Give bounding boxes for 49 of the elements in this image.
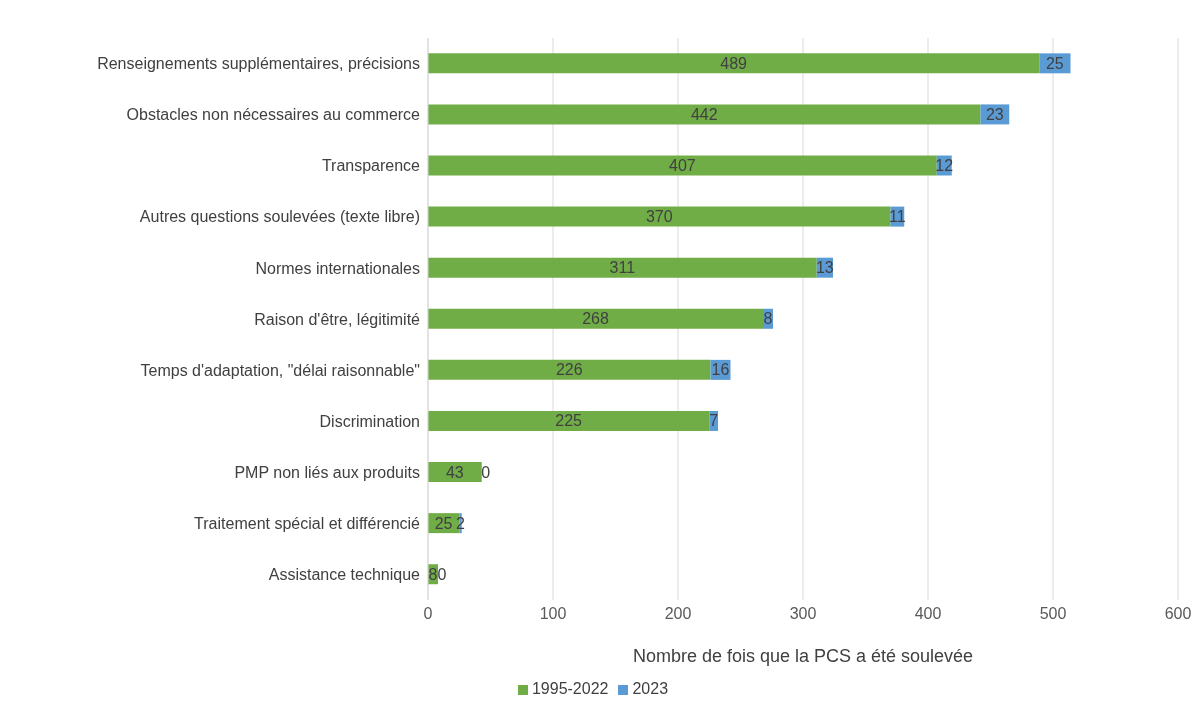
bar xyxy=(428,206,891,227)
legend-label: 1995-2022 xyxy=(531,680,609,697)
y-tick-label: Traitement spécial et différencié xyxy=(194,515,421,533)
data-label: 7 xyxy=(709,412,719,430)
data-label: 23 xyxy=(985,105,1004,123)
data-label: 226 xyxy=(555,361,583,379)
data-label: 25 xyxy=(434,514,453,532)
y-tick-label: Normes internationales xyxy=(255,259,420,277)
y-tick-label: Renseignements supplémentaires, précisions xyxy=(97,55,420,73)
data-label: 2 xyxy=(456,514,466,532)
data-label: 13 xyxy=(815,259,834,277)
x-tick-label: 300 xyxy=(789,605,817,623)
data-label: 8 xyxy=(428,565,438,583)
data-label: 0 xyxy=(437,565,447,583)
data-label: 442 xyxy=(690,105,718,123)
x-axis-title: Nombre de fois que la PCS a été soulevée xyxy=(632,646,974,666)
x-tick-label: 0 xyxy=(423,605,433,623)
data-label: 268 xyxy=(582,310,609,328)
y-tick-label: Obstacles non nécessaires au commerce xyxy=(126,106,421,124)
bar xyxy=(428,53,1040,74)
data-label: 225 xyxy=(555,412,583,430)
y-tick-label: Transparence xyxy=(321,157,421,175)
y-tick-label: PMP non liés aux produits xyxy=(234,463,420,481)
legend-label: 2023 xyxy=(632,680,669,697)
bar xyxy=(428,410,710,431)
y-tick-label: Temps d'adaptation, "délai raisonnable" xyxy=(140,361,420,379)
bar xyxy=(428,155,937,176)
x-tick-label: 500 xyxy=(1039,605,1067,623)
y-tick-label: Autres questions soulevées (texte libre) xyxy=(139,208,420,226)
bar xyxy=(428,257,817,278)
bar xyxy=(428,104,981,125)
bar xyxy=(428,308,763,329)
bar xyxy=(428,359,711,380)
data-label: 0 xyxy=(481,463,491,481)
data-label: 311 xyxy=(609,259,636,277)
x-tick-label: 600 xyxy=(1164,605,1192,623)
data-label: 43 xyxy=(445,463,464,481)
data-label: 489 xyxy=(720,54,748,72)
data-label: 407 xyxy=(669,157,696,175)
data-label: 8 xyxy=(763,310,773,328)
x-tick-label: 100 xyxy=(539,605,567,623)
x-tick-label: 400 xyxy=(914,605,942,623)
y-tick-label: Assistance technique xyxy=(268,566,421,584)
x-tick-label: 200 xyxy=(664,605,692,623)
data-label: 16 xyxy=(711,361,730,379)
y-tick-label: Raison d'être, légitimité xyxy=(254,310,421,328)
y-tick-label: Discrimination xyxy=(319,412,420,430)
data-label: 370 xyxy=(645,208,673,226)
data-label: 25 xyxy=(1045,54,1064,72)
